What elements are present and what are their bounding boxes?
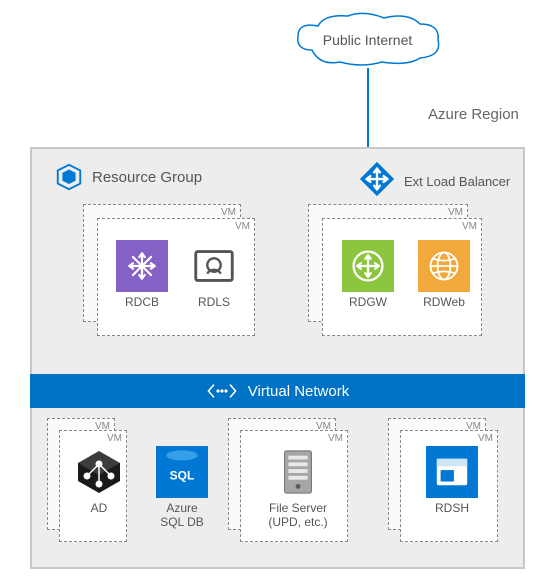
service-fileserver: File Server (UPD, etc.) (264, 446, 332, 530)
service-rdcb: RDCB (108, 240, 176, 310)
vm-tag: VM (448, 207, 463, 218)
sqldb-icon: SQL (156, 446, 208, 498)
rdcb-icon (116, 240, 168, 292)
rdls-label: RDLS (180, 296, 248, 310)
service-rdls: RDLS (180, 240, 248, 310)
public-internet-cloud: Public Internet (290, 12, 445, 68)
virtual-network-bar: Virtual Network (30, 374, 525, 408)
rdsh-label: RDSH (418, 502, 486, 516)
service-rdgw: RDGW (334, 240, 402, 310)
rdls-icon (188, 240, 240, 292)
virtual-network-icon (206, 381, 238, 401)
sqldb-label: Azure SQL DB (148, 502, 216, 530)
public-internet-label: Public Internet (290, 12, 445, 68)
rdweb-icon (418, 240, 470, 292)
ad-icon (73, 446, 125, 498)
fileserver-label: File Server (UPD, etc.) (264, 502, 332, 530)
service-ad: AD (65, 446, 133, 516)
rdgw-icon (342, 240, 394, 292)
ext-load-balancer-label: Ext Load Balancer (404, 174, 510, 189)
fileserver-icon (272, 446, 324, 498)
rdweb-label: RDWeb (410, 296, 478, 310)
service-rdsh: RDSH (418, 446, 486, 516)
resource-group-label: Resource Group (92, 169, 202, 186)
ext-load-balancer: Ext Load Balancer (358, 160, 510, 203)
vm-tag: VM (478, 433, 493, 444)
service-rdweb: RDWeb (410, 240, 478, 310)
rdgw-label: RDGW (334, 296, 402, 310)
azure-region-label: Azure Region (428, 106, 519, 123)
rdcb-label: RDCB (108, 296, 176, 310)
vm-tag: VM (221, 207, 236, 218)
resource-group-icon (54, 162, 84, 192)
svg-text:SQL: SQL (170, 468, 195, 482)
virtual-network-label: Virtual Network (248, 383, 349, 400)
resource-group-header: Resource Group (42, 152, 214, 196)
ad-label: AD (65, 502, 133, 516)
vm-tag: VM (462, 221, 477, 232)
diagram-canvas: Public Internet Azure Region Resource Gro… (0, 0, 553, 585)
service-sqldb: SQL Azure SQL DB (148, 446, 216, 530)
rdsh-icon (426, 446, 478, 498)
vm-tag: VM (107, 433, 122, 444)
load-balancer-icon (358, 160, 396, 203)
vm-tag: VM (328, 433, 343, 444)
vm-tag: VM (235, 221, 250, 232)
